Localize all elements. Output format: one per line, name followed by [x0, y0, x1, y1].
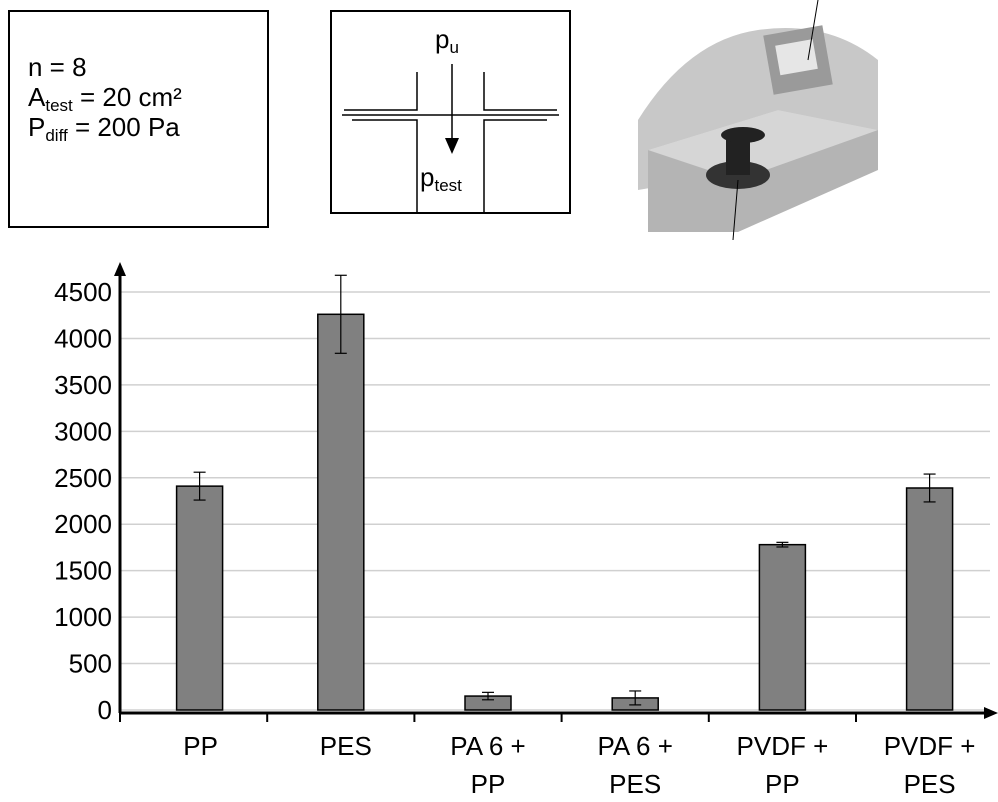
- label: pu: [435, 24, 459, 57]
- error-bar: [923, 473, 936, 503]
- y-tick-label: 1500: [54, 556, 112, 586]
- y-tick-label: 500: [69, 649, 112, 679]
- info-box: n = 8 Atest = 20 cm² Pdiff = 200 Pa: [8, 10, 269, 228]
- info-line: Atest = 20 cm²: [28, 82, 267, 115]
- y-tick-label: 0: [98, 695, 112, 725]
- x-tick-label: PVDF + PES: [884, 731, 976, 799]
- text: = 200 Pa: [67, 112, 180, 142]
- y-axis-arrow: [114, 262, 126, 276]
- bar: [317, 313, 365, 711]
- subscript: test: [434, 176, 462, 195]
- bar: [175, 485, 224, 711]
- bar: [758, 543, 807, 711]
- x-tick-label: PP: [183, 731, 218, 761]
- text: A: [28, 82, 46, 112]
- subscript: u: [449, 38, 459, 57]
- label: ptest: [420, 162, 462, 195]
- bar: [905, 487, 954, 711]
- error-bar: [193, 471, 206, 501]
- x-tick-label: PA 6 + PES: [597, 731, 672, 799]
- x-tick-label: PES: [320, 731, 372, 761]
- text: P: [28, 112, 46, 142]
- error-bar: [482, 691, 494, 701]
- x-tick-label: PA 6 + PP: [450, 731, 525, 799]
- y-tick-label: 2500: [54, 463, 112, 493]
- y-tick-label: 3000: [54, 416, 112, 446]
- error-bar: [629, 690, 642, 706]
- diagram: [342, 64, 559, 212]
- error-bar: [334, 274, 347, 354]
- text: p: [435, 24, 450, 54]
- y-tick-label: 4000: [54, 323, 112, 353]
- subscript: test: [45, 96, 73, 115]
- info-line: Pdiff = 200 Pa: [28, 112, 267, 145]
- error-bar: [776, 541, 789, 548]
- y-tick-label: 3500: [54, 370, 112, 400]
- text: = 20 cm²: [72, 82, 182, 112]
- subscript: diff: [45, 126, 68, 145]
- x-axis-arrow: [984, 707, 998, 719]
- text: n = 8: [28, 52, 87, 82]
- y-tick-label: 1000: [54, 602, 112, 632]
- y-tick-label: 4500: [54, 277, 112, 307]
- y-tick-label: 2000: [54, 509, 112, 539]
- info-line: n = 8: [28, 52, 267, 82]
- diagram-box: pu ptest: [330, 10, 571, 214]
- text: p: [420, 162, 435, 192]
- x-tick-label: PVDF + PP: [737, 731, 829, 799]
- device-photo: [628, 0, 888, 240]
